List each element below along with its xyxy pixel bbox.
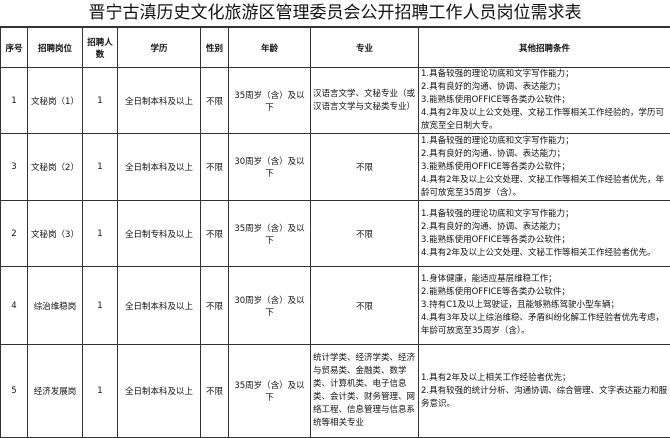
condition-item: 3.持有C1及以上驾驶证，且能够熟练驾驶小型车辆；	[421, 299, 668, 312]
condition-item: 2.能熟练使用OFFICE等各类办公软件；	[421, 286, 668, 299]
cell-no: 2	[1, 201, 28, 267]
cell-count: 1	[83, 267, 118, 345]
column-header: 年龄	[229, 28, 311, 68]
cell-count: 1	[83, 68, 118, 134]
condition-item: 3.能熟练使用OFFICE等各类办公软件；	[421, 94, 668, 107]
cell-major: 汉语言文学、文秘专业（或汉语言文学与文秘类专业）	[311, 68, 419, 134]
column-header: 性别	[201, 28, 229, 68]
column-header: 招聘岗位	[28, 28, 83, 68]
cell-gender: 不限	[201, 68, 229, 134]
cell-no: 4	[1, 267, 28, 345]
cell-no: 1	[1, 68, 28, 134]
cell-count: 1	[83, 345, 118, 438]
cell-edu: 全日制本科及以上	[118, 68, 201, 134]
cell-count: 1	[83, 134, 118, 201]
condition-item: 3.能熟练使用OFFICE等各类办公软件；	[421, 161, 668, 174]
condition-item: 2.具有良好的沟通、协调、表达能力；	[421, 148, 668, 161]
cell-age: 35周岁（含）及以下	[229, 345, 311, 438]
cell-post: 综治维稳岗	[28, 267, 83, 345]
condition-item: 1.具备较强的理论功底和文字写作能力；	[421, 68, 668, 81]
cell-count: 1	[83, 201, 118, 267]
cell-age: 35周岁（含）及以下	[229, 201, 311, 267]
condition-item: 1.具有2年及以上相关工作经验者优先；	[421, 372, 668, 385]
column-header: 招聘人数	[83, 28, 118, 68]
cell-age: 30周岁（含）及以下	[229, 134, 311, 201]
cell-no: 3	[1, 134, 28, 201]
cell-gender: 不限	[201, 134, 229, 201]
cell-edu: 全日制本科及以上	[118, 267, 201, 345]
condition-item: 4.具有2年及以上公文处理、文秘工作等相关工作经验者优先。	[421, 247, 668, 260]
cell-age: 35周岁（含）及以下	[229, 68, 311, 134]
cell-edu: 全日制专科及以上	[118, 201, 201, 267]
condition-item: 2.具有良好的沟通、协调、表达能力；	[421, 81, 668, 94]
cell-conditions: 1.具备较强的理论功底和文字写作能力；2.具有良好的沟通、协调、表达能力；3.能…	[419, 68, 670, 134]
cell-gender: 不限	[201, 345, 229, 438]
cell-conditions: 1.具备较强的理论功底和文字写作能力；2.具有良好的沟通、协调、表达能力；3.能…	[419, 134, 670, 201]
cell-edu: 全日制本科及以上	[118, 134, 201, 201]
column-header: 专业	[311, 28, 419, 68]
cell-gender: 不限	[201, 267, 229, 345]
condition-item: 1.身体健康，能适应基层维稳工作；	[421, 273, 668, 286]
cell-gender: 不限	[201, 201, 229, 267]
condition-item: 4.具有2年及以上公文处理、文秘工作等相关工作经验者优先，年龄可放宽至35周岁（…	[421, 174, 668, 200]
cell-major: 不限	[311, 134, 419, 201]
condition-item: 3.能熟练使用OFFICE等各类办公软件；	[421, 234, 668, 247]
condition-item: 1.具备较强的理论功底和文字写作能力；	[421, 208, 668, 221]
condition-item: 4.具有2年及以上公文处理、文秘工作等相关工作经验的，学历可放宽至全日制大专。	[421, 107, 668, 133]
page-title: 晋宁古滇历史文化旅游区管理委员会公开招聘工作人员岗位需求表	[0, 0, 670, 27]
cell-post: 文秘岗（3）	[28, 201, 83, 267]
column-header: 学历	[118, 28, 201, 68]
column-header: 序号	[1, 28, 28, 68]
cell-post: 文秘岗（2）	[28, 134, 83, 201]
header-row: 序号招聘岗位招聘人数学历性别年龄专业其他招聘条件	[1, 28, 670, 68]
cell-conditions: 1.具有2年及以上相关工作经验者优先；2.具有较强的统计分析、沟通协调、综合管理…	[419, 345, 670, 438]
condition-item: 2.具有良好的沟通、协调、表达能力；	[421, 221, 668, 234]
cell-post: 文秘岗（1）	[28, 68, 83, 134]
cell-conditions: 1.身体健康，能适应基层维稳工作；2.能熟练使用OFFICE等各类办公软件；3.…	[419, 267, 670, 345]
condition-item: 4.具有3年及以上综治维稳、矛盾纠纷化解工作经验者优先考虑，年龄可放宽至35周岁…	[421, 312, 668, 338]
cell-edu: 全日制本科及以上	[118, 345, 201, 438]
cell-no: 5	[1, 345, 28, 438]
column-header: 其他招聘条件	[419, 28, 670, 68]
cell-major: 不限	[311, 201, 419, 267]
cell-post: 经济发展岗	[28, 345, 83, 438]
condition-item: 1.具备较强的理论功底和文字写作能力；	[421, 135, 668, 148]
cell-major: 统计学类、经济学类、经济与贸易类、金融类、数学类、计算机类、电子信息类、会计类、…	[311, 345, 419, 438]
cell-conditions: 1.具备较强的理论功底和文字写作能力；2.具有良好的沟通、协调、表达能力；3.能…	[419, 201, 670, 267]
condition-item: 2.具有较强的统计分析、沟通协调、综合管理、文字表达能力和服务意识。	[421, 385, 668, 411]
cell-age: 30周岁（含）及以下	[229, 267, 311, 345]
cell-major: 不限	[311, 267, 419, 345]
